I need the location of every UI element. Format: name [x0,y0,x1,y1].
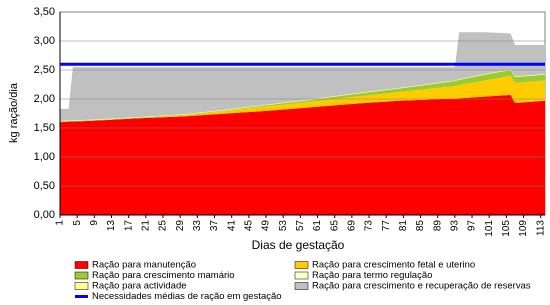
x-tick-label: 77 [381,220,392,232]
x-tick-label: 37 [209,220,220,232]
x-tick-label: 65 [329,220,340,232]
x-tick-label: 29 [175,220,186,232]
x-tick-label: 109 [518,220,529,237]
area [60,94,545,215]
legend-swatch [294,271,309,280]
legend-label: Ração para manutenção [92,260,196,271]
x-tick-label: 97 [467,220,478,232]
legend-swatch [74,261,89,269]
x-tick-label: 81 [398,220,409,232]
legend-swatch [74,271,89,280]
x-tick-label: 33 [192,220,203,232]
legend-label: Ração para crescimento fetal e uterino [312,260,475,271]
x-tick-label: 1 [55,220,66,226]
y-tick-label: 0,00 [34,209,55,221]
x-tick-label: 105 [501,220,512,237]
x-tick-label: 101 [484,220,495,237]
y-tick-label: 2,50 [34,64,55,76]
y-axis-label: kg ração/dia [8,82,20,143]
x-tick-label: 5 [72,220,83,226]
x-tick-label: 21 [140,220,151,232]
x-tick-label: 13 [106,220,117,232]
y-tick-label: 1,50 [34,122,55,134]
legend-swatch [294,261,309,269]
x-tick-label: 89 [432,220,443,232]
x-tick-label: 93 [450,220,461,232]
x-tick-label: 73 [364,220,375,232]
x-tick-label: 57 [295,220,306,232]
x-tick-label: 9 [89,220,100,226]
legend-swatch [294,282,309,290]
x-axis-label: Dias de gestação [252,238,345,252]
y-tick-label: 3,50 [34,6,55,18]
y-tick-label: 2,00 [34,93,55,105]
x-tick-label: 113 [535,220,546,236]
x-tick-label: 69 [346,220,357,232]
x-tick-label: 49 [261,220,272,232]
x-tick-label: 17 [123,220,134,232]
legend-label: Ração para crescimento mamário [92,270,235,281]
x-tick-label: 53 [278,220,289,232]
y-tick-label: 3,00 [34,35,55,47]
legend-swatch [74,282,89,290]
y-tick-label: 1,00 [34,151,55,163]
x-tick-label: 25 [158,220,169,232]
legend-label: Necessidades médias de ração em gestação [92,291,282,302]
x-tick-label: 85 [415,220,426,232]
y-tick-label: 0,50 [34,180,55,192]
legend-label: Ração para actividade [92,281,187,292]
x-tick-label: 41 [226,220,237,232]
legend-label: Ração para termo regulação [312,270,432,281]
x-tick-label: 61 [312,220,323,232]
legend-label: Ração para crescimento e recuperação de … [312,281,531,292]
x-tick-label: 45 [243,220,254,232]
area [60,70,545,123]
